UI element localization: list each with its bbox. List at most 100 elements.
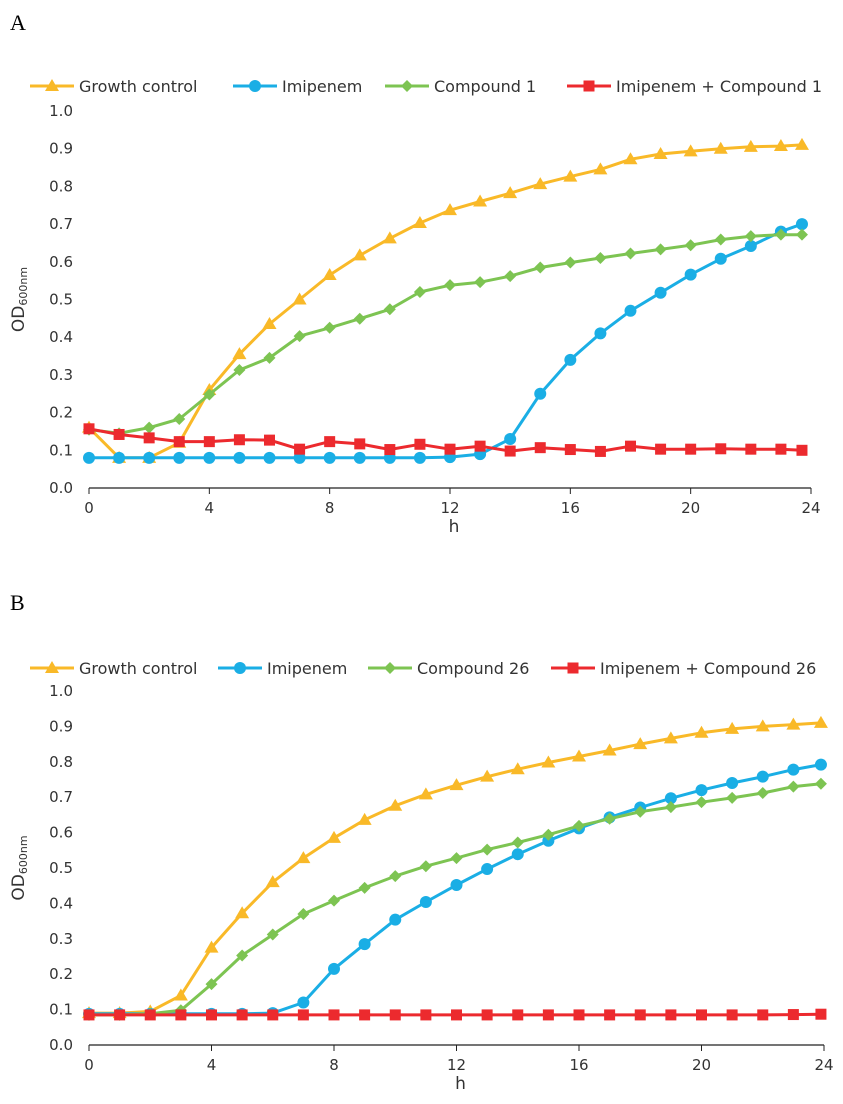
legend-swatch-marker: [45, 661, 59, 673]
data-point: [322, 267, 337, 280]
data-point: [542, 828, 555, 841]
data-point: [203, 388, 216, 401]
series-line: [89, 782, 822, 1017]
data-point: [694, 725, 709, 738]
data-point: [358, 938, 371, 951]
data-point: [715, 443, 727, 455]
y-tick-label: 1.0: [49, 682, 73, 700]
legend-swatch-marker: [384, 662, 396, 674]
data-point: [413, 451, 426, 464]
data-point: [695, 784, 708, 797]
data-point: [815, 1008, 827, 1020]
data-point: [814, 777, 827, 790]
data-point: [623, 152, 638, 165]
data-point: [795, 228, 808, 241]
data-point: [663, 731, 678, 744]
data-point: [412, 215, 427, 228]
x-tick-label: 8: [329, 1056, 339, 1074]
data-point: [203, 436, 215, 448]
data-point: [743, 139, 758, 152]
x-tick-label: 12: [447, 1056, 466, 1074]
data-point: [359, 1009, 371, 1021]
x-tick-label: 16: [569, 1056, 588, 1074]
data-point: [292, 292, 307, 305]
data-point: [297, 1009, 309, 1021]
series-line: [87, 143, 803, 460]
legend-swatch-marker: [583, 80, 595, 92]
x-axis-title: h: [449, 517, 460, 537]
x-tick-label: 4: [205, 499, 215, 517]
data-point: [745, 443, 757, 455]
data-point: [684, 268, 697, 281]
data-point: [388, 798, 403, 811]
legend-swatch-marker: [234, 662, 246, 674]
data-point: [358, 881, 371, 894]
data-point: [773, 139, 788, 152]
data-point: [714, 233, 727, 246]
series-b-0: [82, 715, 828, 1019]
data-point: [593, 162, 608, 175]
data-point: [324, 436, 336, 448]
x-axis-title: h: [455, 1074, 466, 1094]
y-axis-title: OD600nm: [9, 267, 30, 332]
data-point: [262, 317, 277, 330]
panel-label-b: B: [10, 590, 25, 615]
series-a-3: [83, 423, 808, 457]
data-point: [787, 1009, 799, 1021]
x-tick-label: 12: [440, 499, 459, 517]
data-point: [264, 434, 275, 446]
series-line: [89, 721, 821, 1015]
data-point: [443, 203, 457, 216]
data-point: [382, 231, 397, 244]
x-tick-label: 20: [681, 499, 700, 517]
data-point: [564, 353, 577, 366]
data-point: [726, 791, 739, 804]
data-point: [634, 805, 647, 818]
data-point: [354, 438, 366, 450]
y-tick-label: 0.3: [49, 930, 73, 948]
data-point: [389, 870, 402, 883]
legend-swatch-marker: [45, 79, 59, 91]
data-point: [83, 451, 95, 464]
legend-b: Growth control Imipenem Compound 26 Imipene…: [30, 659, 816, 678]
y-tick-label: 0.0: [49, 1036, 73, 1054]
data-point: [786, 717, 801, 730]
data-point: [696, 1009, 707, 1021]
data-point: [235, 906, 250, 919]
legend-label: Growth control: [79, 77, 197, 96]
legend-swatch-marker: [567, 662, 579, 674]
legend-label: Growth control: [79, 659, 197, 678]
data-point: [481, 863, 494, 876]
data-point: [573, 1009, 585, 1021]
data-point: [563, 169, 578, 182]
data-point: [327, 830, 341, 843]
data-point: [665, 1009, 677, 1021]
legend-label: Imipenem: [267, 659, 347, 678]
y-tick-label: 0.2: [49, 965, 73, 983]
y-tick-label: 0.6: [49, 253, 73, 271]
data-point: [143, 421, 156, 434]
legend-label: Compound 26: [417, 659, 529, 678]
data-point: [357, 812, 372, 825]
series-line: [88, 233, 802, 435]
data-point: [787, 780, 800, 793]
data-point: [233, 434, 245, 446]
line-chart-a: 0.0 0.1 0.2 0.3 0.4 0.5 0.6 0.7 0.8 0.9 1.0 0 4 8 12 16…: [9, 77, 822, 537]
data-point: [83, 1009, 95, 1021]
data-point: [389, 913, 402, 926]
data-point: [205, 978, 218, 991]
legend-label: Imipenem + Compound 26: [600, 659, 816, 678]
data-point: [444, 279, 456, 292]
data-point: [419, 860, 432, 873]
legend-a: Growth control Imipenem Compound 1 Imipenem…: [30, 77, 822, 96]
y-tick-label: 0.9: [49, 717, 73, 735]
data-point: [542, 834, 555, 847]
data-point: [796, 444, 808, 456]
data-point: [602, 743, 617, 756]
data-point: [572, 749, 586, 762]
y-axis-title-main: OD: [9, 306, 29, 332]
data-point: [328, 894, 340, 907]
series-a-1: [83, 218, 808, 464]
series-b-1: [83, 758, 827, 1020]
data-point: [173, 988, 188, 1001]
